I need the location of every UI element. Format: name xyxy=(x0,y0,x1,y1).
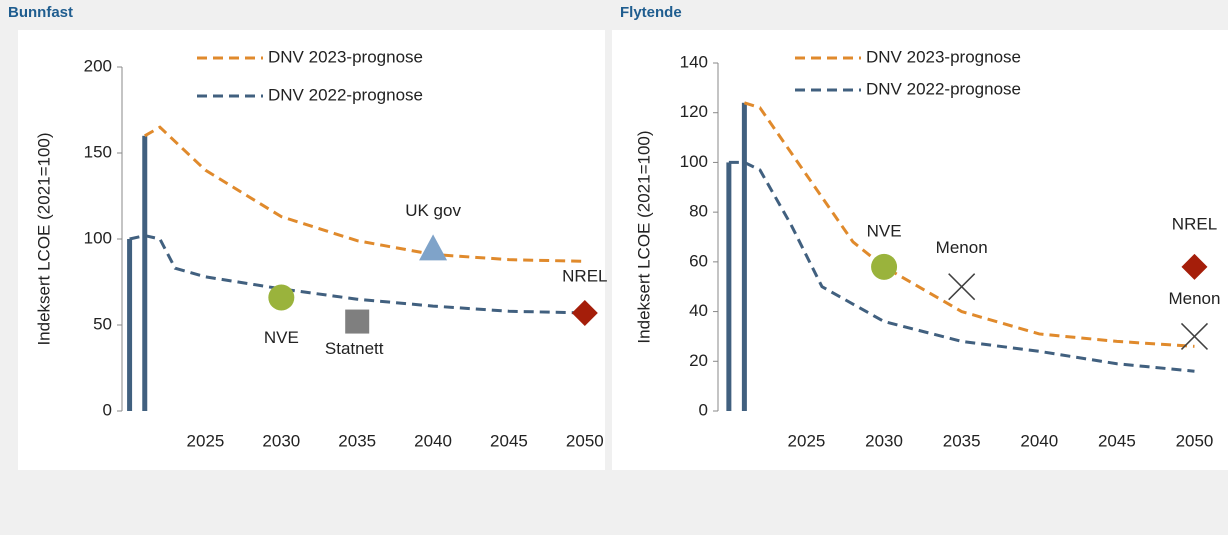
y-tick-label: 100 xyxy=(84,228,112,247)
point-label: NVE xyxy=(264,328,299,347)
y-tick-label: 80 xyxy=(689,202,708,221)
marker xyxy=(871,253,898,280)
x-tick-label: 2025 xyxy=(187,431,225,450)
point-label: Menon xyxy=(936,238,988,257)
marker xyxy=(419,234,448,261)
y-tick-label: 0 xyxy=(699,400,708,419)
point-label: NVE xyxy=(867,221,902,240)
line-series xyxy=(743,101,1195,348)
x-tick-label: 2035 xyxy=(338,431,376,450)
x-tick-label: 2030 xyxy=(262,431,300,450)
y-tick-label: 50 xyxy=(93,314,112,333)
y-tick-label: 40 xyxy=(689,301,708,320)
marker xyxy=(268,284,295,311)
legend-label: DNV 2022-prognose xyxy=(268,85,423,104)
bar xyxy=(127,239,133,411)
y-tick-label: 20 xyxy=(689,351,708,370)
y-tick-label: 200 xyxy=(84,56,112,75)
bar xyxy=(142,135,148,412)
point-label: NREL xyxy=(562,266,607,285)
y-tick-label: 100 xyxy=(680,152,708,171)
x-tick-label: 2025 xyxy=(788,431,826,450)
panel xyxy=(18,30,605,470)
x-tick-label: 2040 xyxy=(414,431,452,450)
x-tick-label: 2030 xyxy=(865,431,903,450)
y-axis-label: Indeksert LCOE (2021=100) xyxy=(634,130,653,343)
point-label: Statnett xyxy=(325,339,384,358)
point-label: UK gov xyxy=(405,201,461,220)
y-tick-label: 60 xyxy=(689,251,708,270)
y-tick-label: 140 xyxy=(680,52,708,71)
x-tick-label: 2045 xyxy=(490,431,528,450)
y-tick-label: 150 xyxy=(84,142,112,161)
legend-label: DNV 2023-prognose xyxy=(866,47,1021,66)
x-tick-label: 2050 xyxy=(1176,431,1214,450)
panel-title: Bunnfast xyxy=(8,4,73,21)
marker xyxy=(948,273,976,301)
x-tick-label: 2035 xyxy=(943,431,981,450)
x-tick-label: 2045 xyxy=(1098,431,1136,450)
panel-title: Flytende xyxy=(620,4,682,21)
point-label: Menon xyxy=(1168,289,1220,308)
point-label: NREL xyxy=(1172,214,1217,233)
line-series xyxy=(129,234,585,315)
bar xyxy=(741,102,747,412)
legend-label: DNV 2023-prognose xyxy=(268,47,423,66)
marker xyxy=(571,299,598,326)
x-tick-label: 2040 xyxy=(1020,431,1058,450)
y-tick-label: 0 xyxy=(103,400,112,419)
panel xyxy=(612,30,1228,470)
marker xyxy=(1180,322,1209,350)
y-tick-label: 120 xyxy=(680,102,708,121)
y-axis-label: Indeksert LCOE (2021=100) xyxy=(34,132,53,345)
marker xyxy=(345,309,370,334)
line-series xyxy=(144,125,585,263)
marker xyxy=(1181,253,1208,280)
line-series xyxy=(728,160,1195,373)
legend-label: DNV 2022-prognose xyxy=(866,79,1021,98)
bar xyxy=(726,162,732,411)
x-tick-label: 2050 xyxy=(566,431,604,450)
